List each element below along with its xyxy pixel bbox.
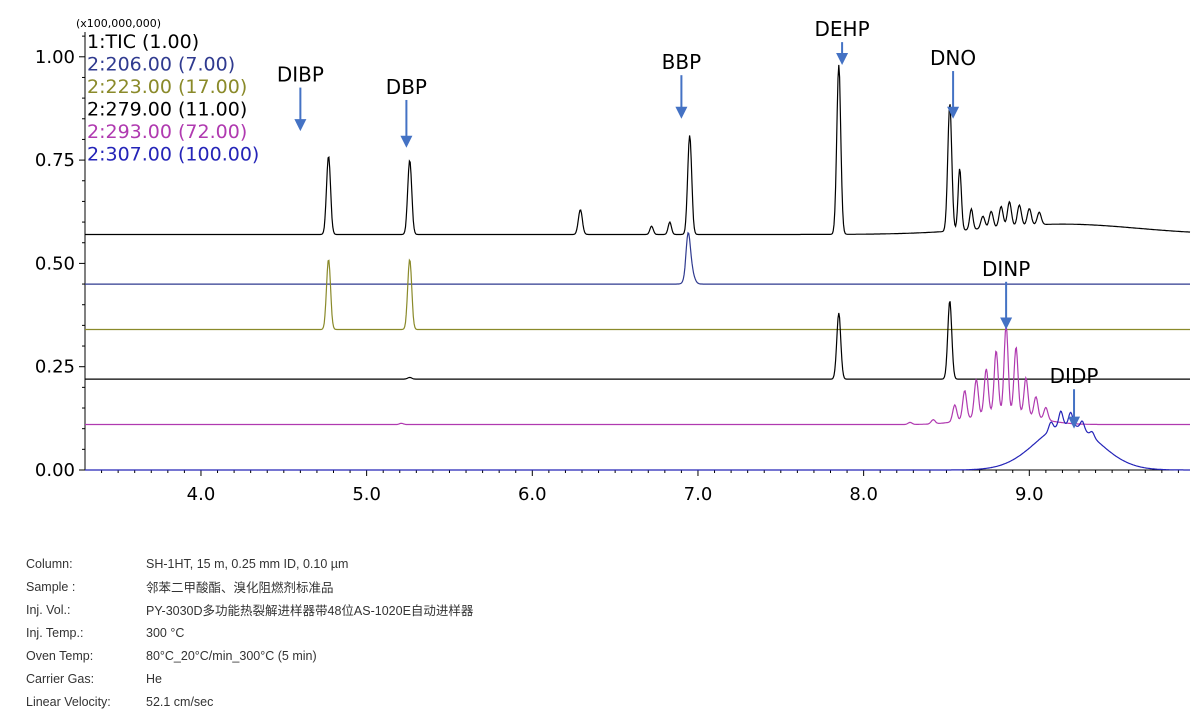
y-exponent-label: (x100,000,000): [76, 17, 161, 30]
peak-arrow-head: [294, 119, 307, 132]
peak-label-dbp: DBP: [386, 75, 427, 99]
series-line-4: [85, 301, 1190, 380]
x-tick-label: 8.0: [849, 484, 878, 505]
condition-row: Carrier Gas: He: [26, 667, 473, 690]
condition-value: 300 °C: [146, 625, 185, 640]
condition-value: He: [146, 671, 162, 686]
x-tick-label: 4.0: [187, 484, 216, 505]
peak-arrow-head: [947, 106, 960, 119]
peak-label-bbp: BBP: [662, 50, 702, 74]
peak-arrow-head: [675, 106, 688, 119]
legend-entry-2: 2:206.00 (7.00): [87, 54, 235, 76]
condition-row: Oven Temp: 80°C_20°C/min_300°C (5 min): [26, 644, 473, 667]
condition-label: Linear Velocity:: [26, 694, 111, 709]
series-line-6: [85, 410, 1190, 471]
condition-value: 80°C_20°C/min_300°C (5 min): [146, 648, 317, 663]
condition-value: 邻苯二甲酸酯、溴化阻燃剂标准品: [146, 581, 334, 595]
condition-value: PY-3030D多功能热裂解进样器带48位AS-1020E自动进样器: [146, 604, 474, 618]
peak-arrow-head: [1000, 317, 1013, 330]
legend-entry-4: 2:279.00 (11.00): [87, 99, 247, 121]
y-tick-label: 1.00: [35, 47, 75, 68]
peak-arrow-head: [1068, 416, 1081, 429]
condition-row: Linear Velocity: 52.1 cm/sec: [26, 690, 473, 713]
peak-label-dinp: DINP: [982, 257, 1030, 281]
peak-label-dno: DNO: [930, 46, 976, 70]
peak-annotations: DIBP DBP BBP DEHP DNO DINP DIDP: [277, 17, 1099, 429]
series-line-5: [85, 325, 1190, 426]
x-tick-label: 5.0: [352, 484, 381, 505]
peak-label-didp: DIDP: [1050, 364, 1099, 388]
legend-entry-6: 2:307.00 (100.00): [87, 144, 259, 166]
condition-row: Column: SH-1HT, 15 m, 0.25 mm ID, 0.10 µm: [26, 552, 473, 575]
condition-label: Sample :: [26, 579, 76, 594]
peak-label-dibp: DIBP: [277, 63, 324, 87]
condition-row: Inj. Vol.: PY-3030D多功能热裂解进样器带48位AS-1020E自…: [26, 598, 473, 621]
condition-value: SH-1HT, 15 m, 0.25 mm ID, 0.10 µm: [146, 556, 349, 571]
series-line-1: [85, 64, 1191, 236]
y-tick-label: 0.75: [35, 150, 75, 171]
y-tick-label: 0.50: [35, 253, 75, 274]
condition-value: 52.1 cm/sec: [146, 694, 214, 709]
y-tick-label: 0.25: [35, 357, 75, 378]
condition-label: Oven Temp:: [26, 648, 94, 663]
x-tick-label: 6.0: [518, 484, 547, 505]
legend-entry-5: 2:293.00 (72.00): [87, 121, 247, 143]
condition-row: Sample : 邻苯二甲酸酯、溴化阻燃剂标准品: [26, 575, 473, 598]
peak-arrow-head: [400, 135, 413, 148]
plot-area: 0.00 0.25 0.50 0.75 1.00 4.0 5.0 6.0 7.0 8.0 9.0: [35, 32, 1191, 505]
x-tick-label: 7.0: [684, 484, 713, 505]
chromatogram-chart: (x100,000,000) 0.00 0.25 0.50 0.75 1.00 4.0 5.…: [35, 17, 1191, 505]
condition-label: Column:: [26, 556, 73, 571]
x-tick-label: 9.0: [1015, 484, 1044, 505]
condition-row: Inj. Temp.: 300 °C: [26, 621, 473, 644]
legend: 1:TIC (1.00)2:206.00 (7.00)2:223.00 (17.…: [87, 31, 259, 166]
condition-label: Carrier Gas:: [26, 671, 95, 686]
legend-entry-1: 1:TIC (1.00): [87, 31, 199, 53]
peak-label-dehp: DEHP: [815, 17, 870, 41]
legend-entry-3: 2:223.00 (17.00): [87, 76, 247, 98]
peak-arrow-head: [836, 53, 849, 66]
condition-label: Inj. Temp.:: [26, 625, 84, 640]
instrument-conditions-table: Column: SH-1HT, 15 m, 0.25 mm ID, 0.10 µm…: [26, 552, 473, 713]
condition-label: Inj. Vol.:: [26, 602, 71, 617]
y-tick-label: 0.00: [35, 460, 75, 481]
